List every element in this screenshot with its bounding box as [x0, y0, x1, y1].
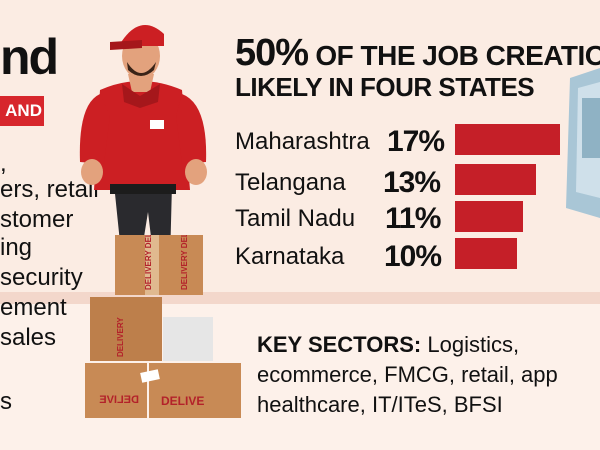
- left-badge: AND: [0, 96, 44, 126]
- box-label: DELIVERY DEL: [144, 235, 153, 290]
- left-title: nd: [0, 29, 59, 85]
- value-label: 17%: [387, 125, 445, 158]
- left-line: s: [0, 388, 12, 415]
- category-label: Telangana: [235, 169, 346, 196]
- left-line: ing: [0, 234, 33, 261]
- headline-line-1: 50% OF THE JOB CREATION: [235, 34, 600, 72]
- value-label: 10%: [384, 240, 442, 273]
- left-line: sales: [0, 324, 57, 351]
- device-illustration: [566, 68, 600, 218]
- category-label: Maharashtra: [235, 128, 370, 155]
- bar-telangana: [455, 164, 536, 195]
- bar-maharashtra: [455, 124, 560, 155]
- category-label: Tamil Nadu: [235, 205, 356, 232]
- key-sectors-line-1: KEY SECTORS: Logistics,: [257, 330, 600, 360]
- key-sectors: KEY SECTORS: Logistics, ecommerce, FMCG,…: [257, 330, 600, 420]
- bar-karnataka: [455, 238, 517, 269]
- value-label: 11%: [385, 202, 441, 235]
- box-label: DELIVE: [161, 394, 204, 408]
- left-line: ,: [0, 150, 7, 177]
- left-line: ement: [0, 294, 67, 321]
- delivery-boxes-illustration: DELIVERY DEL DELIVERY DEL DELIVERY DELIV…: [85, 235, 241, 418]
- box-label: DELIVERY DEL: [180, 235, 189, 290]
- headline-line-1-rest: OF THE JOB CREATION: [315, 40, 600, 71]
- category-label: Karnataka: [235, 243, 345, 270]
- key-sectors-line-2: ecommerce, FMCG, retail, app: [257, 362, 558, 387]
- key-sectors-text: Logistics,: [427, 332, 520, 357]
- value-label: 13%: [383, 166, 441, 199]
- left-line: security: [0, 264, 83, 291]
- key-sectors-heading: KEY SECTORS:: [257, 332, 422, 357]
- box-label: DELIVERY: [116, 317, 125, 357]
- key-sectors-line-3: healthcare, IT/ITeS, BFSI: [257, 392, 503, 417]
- bar-tamil-nadu: [455, 201, 524, 232]
- left-line: stomer: [0, 206, 74, 233]
- left-line: ers, retail: [0, 176, 99, 203]
- box-label-mirrored: DELIVE: [99, 394, 139, 406]
- headline-line-2: LIKELY IN FOUR STATES: [235, 72, 535, 102]
- headline-percent: 50%: [235, 32, 309, 74]
